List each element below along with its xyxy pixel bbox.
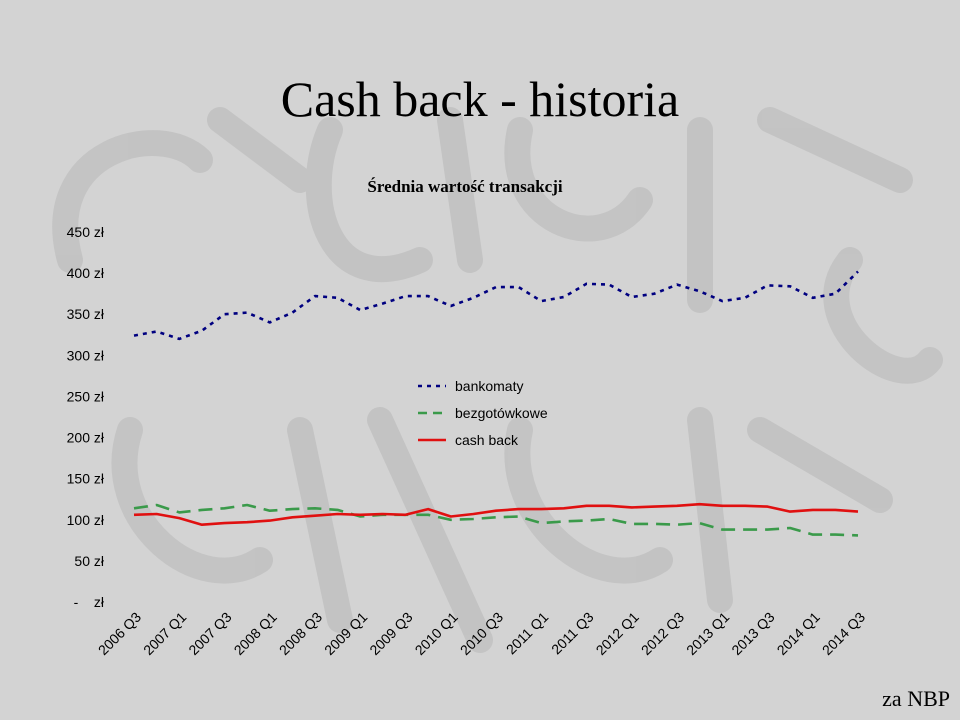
x-tick-label: 2007 Q3	[185, 609, 234, 658]
x-tick-label: 2013 Q3	[728, 609, 777, 658]
series-line-cash-back	[133, 502, 859, 527]
legend-label: bankomaty	[455, 378, 523, 394]
x-tick-label: 2012 Q3	[638, 609, 687, 658]
x-tick-label: 2010 Q1	[412, 609, 461, 658]
y-tick-label: 350 zł	[67, 306, 105, 322]
y-tick-label: 300 zł	[67, 347, 105, 363]
y-tick-label: 150 zł	[67, 471, 105, 487]
x-tick-label: 2010 Q3	[457, 609, 506, 658]
x-tick-label: 2008 Q1	[231, 609, 280, 658]
x-tick-label: 2012 Q1	[593, 609, 642, 658]
y-tick-label: 50 zł	[74, 553, 104, 569]
x-tick-label: 2011 Q3	[548, 609, 597, 658]
x-tick-label: 2009 Q3	[366, 609, 415, 658]
series-line-bankomaty	[133, 270, 859, 341]
y-tick-label: 450 zł	[67, 224, 105, 240]
legend-label: bezgotówkowe	[455, 405, 548, 421]
legend-label: cash back	[455, 432, 519, 448]
x-tick-label: 2009 Q1	[321, 609, 370, 658]
y-tick-label: 100 zł	[67, 512, 105, 528]
y-tick-label: 200 zł	[67, 430, 105, 446]
plot-area	[133, 270, 859, 537]
slide-title: Cash back - historia	[280, 71, 680, 127]
x-tick-label: 2014 Q1	[774, 609, 823, 658]
x-tick-label: 2013 Q1	[683, 609, 732, 658]
x-tick-label: 2006 Q3	[95, 609, 144, 658]
x-tick-label: 2014 Q3	[819, 609, 868, 658]
y-tick-label: 400 zł	[67, 265, 105, 281]
source-note: za NBP	[882, 686, 950, 711]
x-tick-label: 2007 Q1	[140, 609, 189, 658]
legend: bankomaty bezgotówkowe cash back	[418, 378, 548, 448]
y-axis: 450 zł 400 zł 350 zł 300 zł 250 zł 200 zł 150 …	[67, 224, 105, 610]
y-tick-label: 250 zł	[67, 388, 105, 404]
x-tick-label: 2008 Q3	[276, 609, 325, 658]
y-tick-label: - zł	[74, 594, 105, 610]
chart-title: Średnia wartość transakcji	[367, 177, 562, 196]
series-line-bezgotówkowe	[133, 503, 859, 537]
x-tick-label: 2011 Q1	[503, 609, 552, 658]
